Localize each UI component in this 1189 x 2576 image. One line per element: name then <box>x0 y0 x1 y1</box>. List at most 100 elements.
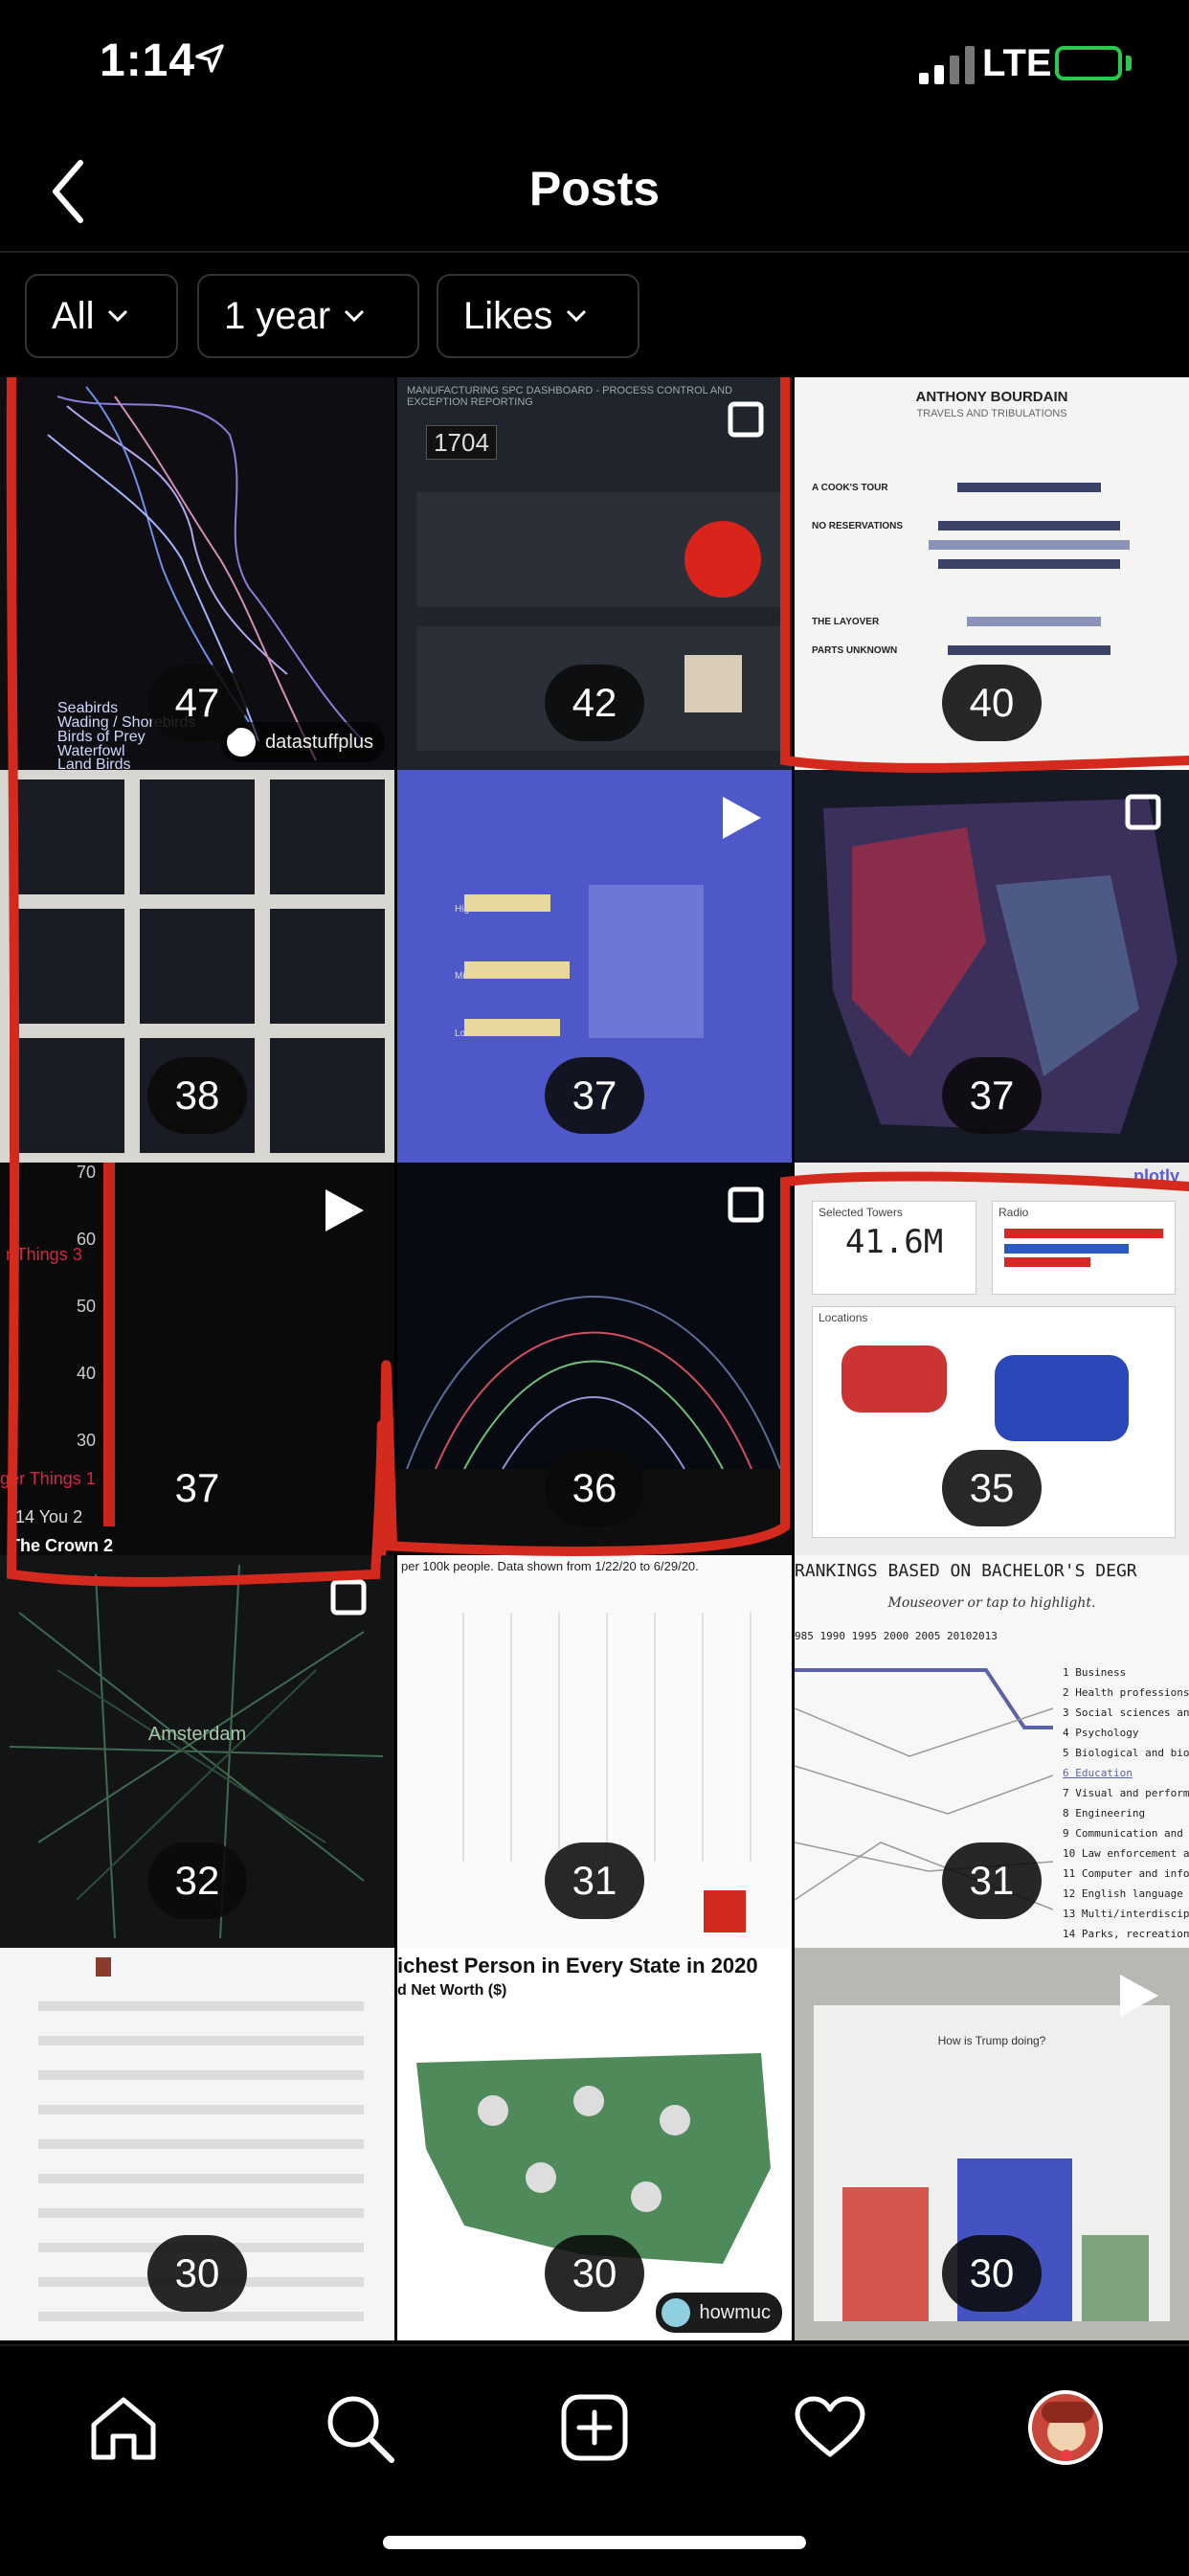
histogram-red <box>842 2187 929 2321</box>
list-item: 8 Engineering <box>1063 1807 1146 1819</box>
mini-plot <box>140 780 255 894</box>
chart-title: ichest Person in Every State in 2020 <box>397 1954 758 1977</box>
list-item: 7 Visual and performin <box>1063 1787 1189 1799</box>
post-thumbnail[interactable]: ANTHONY BOURDAIN TRAVELS AND TRIBULATION… <box>795 377 1189 770</box>
list-item: 5 Biological and biome <box>1063 1747 1189 1759</box>
likes-count-badge: 37 <box>147 1450 247 1526</box>
battery-icon <box>1055 46 1122 80</box>
row-label: THE LAYOVER <box>812 617 880 627</box>
plotly-brand: plotly <box>1133 1166 1179 1186</box>
kpi-value: 41.6M <box>844 1223 944 1261</box>
filter-metric-dropdown[interactable]: Likes <box>437 274 639 358</box>
panel-label: Radio <box>998 1206 1029 1219</box>
bar <box>967 617 1101 626</box>
list-item: 6 Education <box>1063 1767 1133 1779</box>
post-thumbnail[interactable]: RANKINGS BASED ON BACHELOR'S DEGR Mouseo… <box>795 1555 1189 1948</box>
us-state-map <box>416 2053 771 2264</box>
home-icon <box>91 2397 156 2460</box>
posts-grid: Seabirds Wading / Shorebirds Birds of Pr… <box>0 377 1189 2344</box>
likes-count-badge: 36 <box>545 1450 644 1526</box>
likes-count-badge: 30 <box>545 2235 644 2312</box>
nav-search[interactable] <box>316 2384 402 2471</box>
chart-caption: per 100k people. Data shown from 1/22/20… <box>401 1559 699 1573</box>
likes-count-badge: 37 <box>545 1057 644 1134</box>
watermark-label: datastuffplus <box>264 731 373 753</box>
post-thumbnail[interactable]: MANUFACTURING SPC DASHBOARD - PROCESS CO… <box>397 377 792 770</box>
dot-bar <box>464 894 550 912</box>
profile-avatar <box>1028 2390 1103 2465</box>
list-item: 3 Social sciences and <box>1063 1706 1189 1719</box>
likes-count-badge: 31 <box>545 1842 644 1919</box>
bar <box>938 559 1120 569</box>
carousel-icon <box>728 1186 764 1223</box>
post-thumbnail[interactable]: High Middle Low 37 <box>397 770 792 1163</box>
heart-icon <box>795 2396 865 2457</box>
filter-period-dropdown[interactable]: 1 year <box>197 274 419 358</box>
bar <box>948 645 1110 655</box>
operator-id-field: 1704 <box>426 425 497 460</box>
filter-bar: All 1 year Likes <box>0 251 1189 377</box>
post-thumbnail[interactable]: How is Trump doing? 30 <box>795 1948 1189 2340</box>
post-thumbnail[interactable]: 37 <box>795 770 1189 1163</box>
row-label: PARTS UNKNOWN <box>812 645 898 656</box>
small-multiples-grid <box>416 1613 773 1862</box>
mini-plot <box>270 780 385 894</box>
carousel-icon <box>1125 794 1161 830</box>
region <box>841 1345 947 1412</box>
video-play-icon <box>723 797 761 839</box>
series-label: 14 You 2 <box>15 1507 83 1526</box>
likes-count-badge: 40 <box>942 665 1042 741</box>
nav-home[interactable] <box>80 2384 167 2471</box>
post-thumbnail[interactable]: Amsterdam 32 <box>0 1555 394 1948</box>
likes-count-badge: 32 <box>147 1842 247 1919</box>
post-thumbnail[interactable]: Seabirds Wading / Shorebirds Birds of Pr… <box>0 377 394 770</box>
nav-profile[interactable] <box>1022 2384 1109 2471</box>
chevron-down-icon <box>567 309 587 323</box>
chart-subtitle: Mouseover or tap to highlight. <box>887 1595 1096 1611</box>
map-label: Locations <box>819 1311 868 1324</box>
bar <box>957 483 1101 492</box>
post-thumbnail[interactable]: 30 <box>0 1948 394 2340</box>
post-thumbnail[interactable]: ichest Person in Every State in 2020 d N… <box>397 1948 792 2340</box>
row-label: Low <box>455 1028 472 1039</box>
dashboard-title: MANUFACTURING SPC DASHBOARD - PROCESS CO… <box>407 385 733 408</box>
radio-panel: Radio <box>992 1201 1176 1295</box>
post-thumbnail[interactable]: 38 <box>0 770 394 1163</box>
filter-period-label: 1 year <box>224 294 331 337</box>
cellular-signal-icon <box>919 46 975 84</box>
post-thumbnail[interactable]: 70 60 50 40 30 r Things 3 ger Things 1 1… <box>0 1163 394 1555</box>
filter-type-dropdown[interactable]: All <box>25 274 178 358</box>
status-bar: 1:14 LTE <box>0 0 1189 134</box>
series-label: The Crown 2 <box>10 1536 114 1555</box>
filter-type-label: All <box>52 294 95 337</box>
post-thumbnail[interactable]: per 100k people. Data shown from 1/22/20… <box>397 1555 792 1948</box>
post-thumbnail[interactable]: Selected Towers 41.6M Radio Locations pl… <box>795 1163 1189 1555</box>
us-map-heatmap <box>823 799 1178 1134</box>
back-chevron-icon[interactable] <box>42 155 96 228</box>
filter-metric-label: Likes <box>463 294 553 337</box>
list-item: 12 English language and <box>1063 1887 1189 1900</box>
heatmap-cell <box>96 1957 111 1977</box>
post-thumbnail[interactable]: 36 <box>397 1163 792 1555</box>
axis-tick: 70 <box>77 1163 97 1182</box>
home-indicator[interactable] <box>383 2536 806 2549</box>
dot-bar <box>464 961 570 979</box>
nav-activity[interactable] <box>787 2384 873 2471</box>
video-play-icon <box>1120 1975 1158 2017</box>
likes-count-badge: 30 <box>147 2235 247 2312</box>
watermark: howmuc <box>655 2293 782 2333</box>
page-title: Posts <box>528 162 661 215</box>
likes-count-badge: 35 <box>942 1450 1042 1526</box>
notification-dot <box>1061 2450 1072 2461</box>
chart-title: RANKINGS BASED ON BACHELOR'S DEGR <box>795 1561 1137 1581</box>
mini-plot <box>270 909 385 1024</box>
nav-new-post[interactable] <box>551 2384 638 2471</box>
region <box>995 1355 1129 1441</box>
legend-item: Land Birds <box>57 757 131 770</box>
axis-tick: 50 <box>77 1297 97 1316</box>
histogram-green <box>1082 2235 1149 2321</box>
mini-plot <box>10 780 124 894</box>
list-item: 13 Multi/interdisciplin <box>1063 1908 1189 1920</box>
list-item: 9 Communication and jo <box>1063 1827 1189 1840</box>
bar <box>929 540 1130 550</box>
